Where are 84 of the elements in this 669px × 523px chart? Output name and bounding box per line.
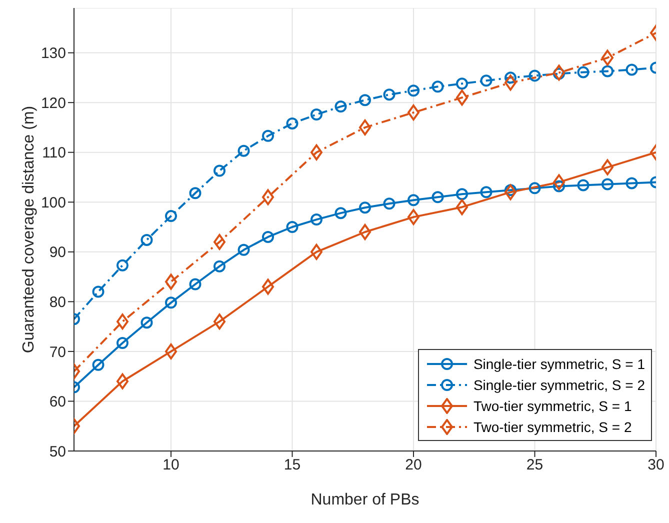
point bbox=[189, 187, 202, 200]
point bbox=[262, 230, 274, 243]
point bbox=[456, 199, 468, 216]
point bbox=[310, 144, 322, 160]
point bbox=[480, 74, 492, 87]
point bbox=[408, 104, 420, 121]
legend-label: Two-tier symmetric, S = 1 bbox=[473, 398, 632, 414]
point bbox=[528, 70, 541, 82]
point bbox=[359, 119, 371, 136]
point bbox=[504, 74, 516, 91]
point bbox=[238, 144, 250, 157]
point bbox=[456, 78, 468, 90]
legend-label: Single-tier symmetric, S = 1 bbox=[473, 356, 645, 372]
point bbox=[116, 314, 128, 330]
point bbox=[165, 343, 177, 360]
point bbox=[165, 296, 177, 309]
point bbox=[480, 186, 492, 198]
x-tick-label: 15 bbox=[284, 456, 301, 474]
x-tick-label: 20 bbox=[405, 456, 422, 474]
point bbox=[626, 64, 638, 76]
point bbox=[383, 88, 396, 101]
point bbox=[553, 174, 565, 190]
point bbox=[214, 164, 226, 177]
legend-label: Two-tier symmetric, S = 2 bbox=[473, 418, 632, 434]
point bbox=[359, 94, 371, 106]
point bbox=[408, 194, 420, 206]
y-tick-label: 110 bbox=[42, 144, 66, 162]
point bbox=[238, 244, 250, 256]
x-tick-label: 10 bbox=[162, 456, 180, 474]
point bbox=[140, 234, 153, 246]
point bbox=[116, 373, 128, 390]
point bbox=[165, 274, 177, 290]
point bbox=[602, 50, 614, 66]
point bbox=[165, 210, 177, 222]
point bbox=[504, 184, 516, 200]
point bbox=[626, 177, 638, 190]
point bbox=[359, 224, 371, 240]
point bbox=[602, 178, 614, 190]
legend-label: Single-tier symmetric, S = 2 bbox=[473, 376, 645, 392]
point bbox=[286, 221, 298, 234]
point bbox=[359, 202, 371, 214]
y-tick-label: 120 bbox=[40, 94, 66, 112]
point bbox=[408, 84, 420, 97]
point bbox=[214, 260, 226, 272]
point bbox=[286, 117, 298, 130]
x-tick-label: 25 bbox=[526, 456, 544, 474]
point bbox=[262, 130, 274, 142]
point bbox=[262, 278, 274, 295]
y-tick-label: 80 bbox=[49, 294, 66, 311]
point bbox=[553, 64, 565, 81]
point bbox=[116, 336, 128, 349]
point bbox=[456, 188, 468, 200]
point bbox=[456, 90, 468, 106]
point bbox=[602, 159, 614, 176]
point bbox=[262, 189, 274, 206]
x-axis-title: Number of PBs bbox=[310, 491, 420, 508]
point bbox=[310, 214, 322, 226]
point bbox=[310, 108, 322, 121]
point bbox=[334, 207, 347, 220]
point bbox=[334, 100, 347, 113]
y-tick-label: 90 bbox=[49, 244, 66, 262]
point bbox=[432, 191, 444, 204]
point bbox=[528, 182, 541, 194]
point bbox=[189, 278, 202, 290]
point bbox=[92, 286, 104, 298]
y-axis-title: Guaranteed coverage distance (m) bbox=[20, 106, 38, 354]
point bbox=[92, 358, 104, 371]
point bbox=[116, 259, 128, 272]
y-tick-label: 70 bbox=[49, 344, 66, 361]
point bbox=[577, 179, 590, 192]
point bbox=[310, 244, 322, 260]
point bbox=[408, 209, 420, 226]
point bbox=[432, 80, 444, 93]
y-tick-label: 100 bbox=[40, 194, 66, 212]
point bbox=[214, 314, 226, 330]
point bbox=[577, 66, 590, 78]
point bbox=[214, 234, 226, 250]
point bbox=[140, 316, 153, 329]
y-tick-label: 50 bbox=[49, 443, 66, 460]
y-tick-label: 60 bbox=[49, 394, 66, 411]
point bbox=[602, 65, 614, 78]
point bbox=[383, 198, 396, 210]
y-tick-label: 130 bbox=[40, 45, 66, 62]
x-tick-label: 30 bbox=[648, 456, 664, 474]
